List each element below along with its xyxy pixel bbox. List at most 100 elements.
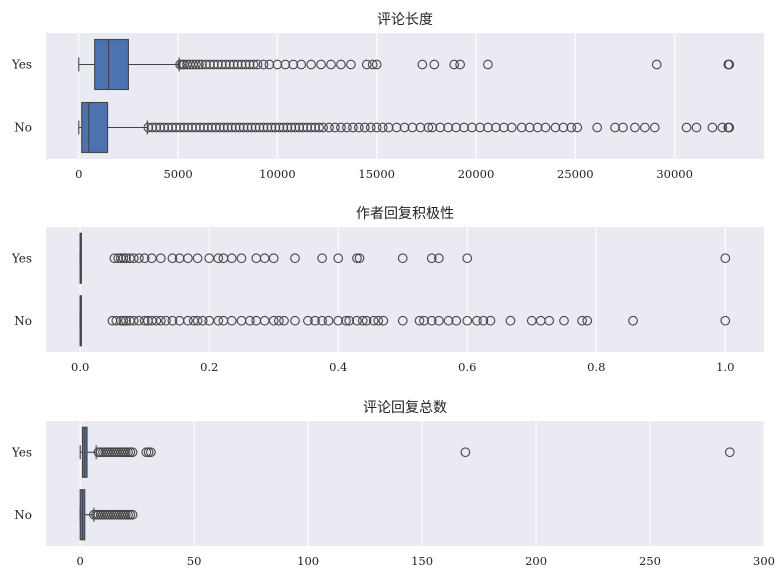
outlier-point: [330, 122, 340, 133]
outlier-point: [197, 59, 207, 70]
outlier-point: [498, 122, 509, 133]
outlier-point: [286, 122, 297, 133]
outlier-point: [218, 122, 229, 133]
outlier-point: [270, 122, 281, 133]
outlier-point: [111, 315, 122, 326]
x-tick-label: 15000: [358, 167, 395, 181]
outlier-point: [183, 122, 193, 133]
outlier-point: [427, 122, 438, 133]
outlier-point: [359, 122, 370, 133]
x-tick-label: 0.2: [200, 360, 218, 374]
outlier-point: [246, 122, 257, 133]
outlier-point: [485, 315, 496, 326]
outlier-point: [639, 122, 650, 133]
outlier-point: [226, 315, 237, 326]
outlier-point: [383, 122, 394, 133]
outlier-point: [365, 122, 376, 133]
outlier-point: [357, 315, 368, 326]
outlier-point: [348, 122, 358, 133]
outlier-point: [577, 315, 587, 326]
outlier-point: [120, 509, 131, 520]
outlier-point: [268, 315, 279, 326]
outlier-point: [121, 315, 131, 326]
outlier-point: [324, 122, 334, 133]
outlier-point: [194, 59, 204, 70]
outlier-point: [167, 315, 178, 326]
outlier-point: [274, 315, 284, 326]
outlier-point: [290, 122, 301, 133]
outlier-point: [303, 315, 313, 326]
outlier-point: [336, 59, 346, 70]
outlier-point: [240, 59, 251, 70]
outlier-point: [163, 122, 173, 133]
panel-title: 作者回复积极性: [356, 205, 454, 222]
outlier-point: [226, 253, 237, 264]
box-no: [79, 489, 138, 541]
outlier-point: [483, 59, 493, 70]
outlier-point: [262, 122, 273, 133]
outlier-point: [419, 315, 429, 326]
outlier-point: [279, 315, 289, 326]
x-tick-label: 0.4: [329, 360, 347, 374]
outlier-point: [618, 122, 628, 133]
outlier-point: [187, 122, 197, 133]
outlier-point: [290, 315, 300, 326]
outlier-point: [216, 59, 227, 70]
outlier-point: [397, 315, 408, 326]
iqr-box: [94, 38, 129, 91]
outlier-point: [434, 315, 444, 326]
outlier-point: [544, 315, 555, 326]
outlier-point: [443, 315, 454, 326]
outlier-point: [317, 253, 327, 264]
outlier-point: [250, 122, 261, 133]
outlier-point: [155, 122, 166, 133]
outlier-point: [460, 447, 471, 458]
outlier-point: [141, 447, 152, 458]
outlier-point: [426, 253, 437, 264]
outlier-point: [443, 122, 454, 133]
outlier-point: [191, 122, 201, 133]
outlier-point: [232, 59, 243, 70]
outlier-point: [318, 122, 328, 133]
outlier-point: [143, 447, 154, 458]
outlier-point: [230, 122, 241, 133]
outlier-point: [212, 59, 223, 70]
outlier-point: [155, 253, 166, 264]
outlier-point: [455, 59, 465, 70]
outlier-point: [724, 59, 735, 70]
outlier-point: [298, 122, 309, 133]
outlier-point: [272, 59, 283, 70]
outlier-point: [566, 122, 577, 133]
outlier-point: [201, 59, 211, 70]
outlier-point: [353, 122, 364, 133]
outlier-point: [258, 122, 269, 133]
outlier-point: [167, 253, 178, 264]
outlier-point: [371, 122, 382, 133]
outlier-point: [491, 122, 501, 133]
outlier-point: [317, 315, 327, 326]
outlier-point: [125, 447, 136, 458]
x-tick-label: 0: [75, 167, 82, 181]
plot-background: [46, 227, 764, 352]
outlier-point: [123, 509, 133, 520]
outlier-point: [128, 253, 139, 264]
outlier-point: [310, 315, 320, 326]
x-tick-label: 0.0: [71, 360, 89, 374]
x-tick-label: 50: [187, 554, 202, 568]
outlier-point: [224, 59, 235, 70]
outlier-point: [206, 122, 217, 133]
x-tick-label: 20000: [458, 167, 495, 181]
outlier-point: [175, 122, 185, 133]
outlier-point: [483, 122, 493, 133]
outlier-point: [195, 122, 205, 133]
box-no: [78, 101, 735, 154]
outlier-point: [532, 122, 543, 133]
outlier-point: [610, 122, 620, 133]
outlier-point: [248, 59, 259, 70]
outlier-point: [226, 122, 237, 133]
x-tick-label: 10000: [259, 167, 296, 181]
outlier-point: [118, 315, 129, 326]
outlier-point: [208, 59, 219, 70]
outlier-point: [302, 122, 313, 133]
outlier-point: [278, 122, 289, 133]
